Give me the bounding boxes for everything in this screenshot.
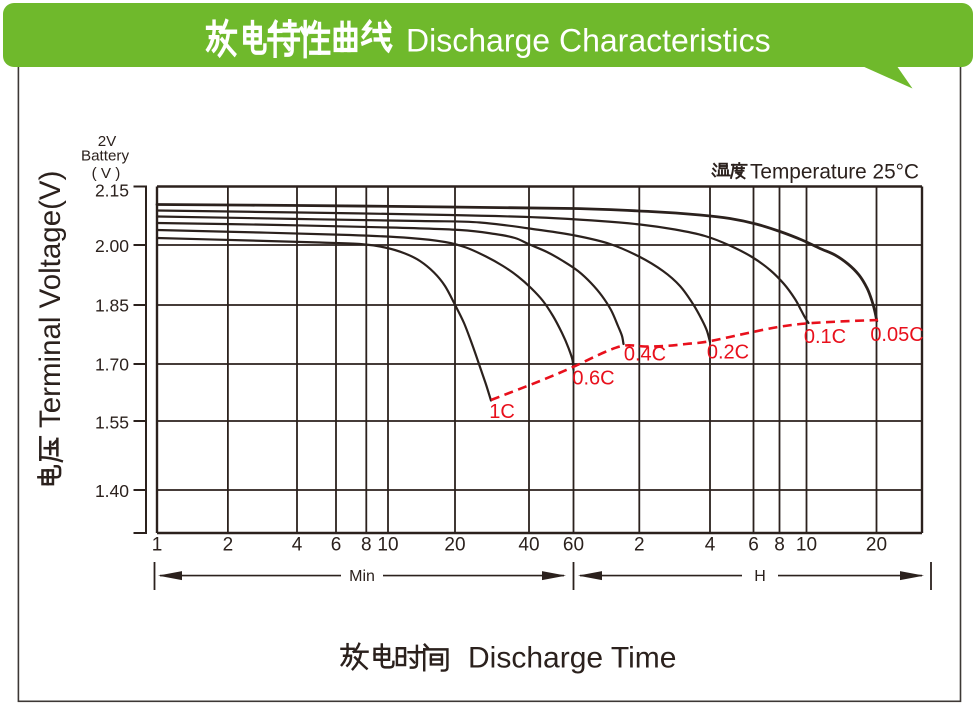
- svg-text:0.1C: 0.1C: [804, 326, 846, 348]
- svg-text:20: 20: [866, 535, 887, 556]
- svg-text:Temperature 25°C: Temperature 25°C: [750, 161, 919, 184]
- svg-text:40: 40: [518, 535, 539, 556]
- svg-text:Battery: Battery: [81, 148, 130, 165]
- svg-text:H: H: [754, 568, 766, 585]
- svg-text:8: 8: [361, 535, 372, 556]
- svg-text:10: 10: [796, 535, 817, 556]
- svg-text:( V ): ( V ): [92, 165, 121, 182]
- svg-text:2.00: 2.00: [95, 236, 129, 256]
- svg-text:2: 2: [223, 535, 234, 556]
- svg-text:4: 4: [292, 535, 303, 556]
- svg-text:10: 10: [377, 535, 398, 556]
- svg-text:1C: 1C: [489, 401, 515, 423]
- svg-text:4: 4: [705, 535, 716, 556]
- svg-text:Min: Min: [349, 568, 375, 585]
- svg-text:Terminal Voltage(V): Terminal Voltage(V): [34, 171, 67, 428]
- svg-text:8: 8: [774, 535, 785, 556]
- svg-text:1.85: 1.85: [95, 296, 129, 316]
- svg-text:0.6C: 0.6C: [572, 368, 614, 390]
- svg-text:Discharge Characteristics: Discharge Characteristics: [406, 23, 771, 59]
- svg-text:6: 6: [748, 535, 759, 556]
- svg-text:1.55: 1.55: [95, 413, 129, 433]
- svg-text:1.40: 1.40: [95, 481, 129, 501]
- svg-text:2.15: 2.15: [95, 181, 129, 201]
- svg-text:2: 2: [634, 535, 645, 556]
- svg-text:20: 20: [444, 535, 465, 556]
- svg-text:6: 6: [331, 535, 342, 556]
- svg-text:1.70: 1.70: [95, 355, 129, 375]
- svg-text:0.2C: 0.2C: [707, 342, 749, 364]
- svg-text:1: 1: [152, 535, 163, 556]
- svg-text:Discharge Time: Discharge Time: [468, 642, 676, 675]
- svg-text:0.05C: 0.05C: [870, 324, 923, 346]
- svg-text:2V: 2V: [98, 133, 117, 150]
- svg-text:0.4C: 0.4C: [624, 344, 666, 366]
- svg-text:60: 60: [563, 535, 584, 556]
